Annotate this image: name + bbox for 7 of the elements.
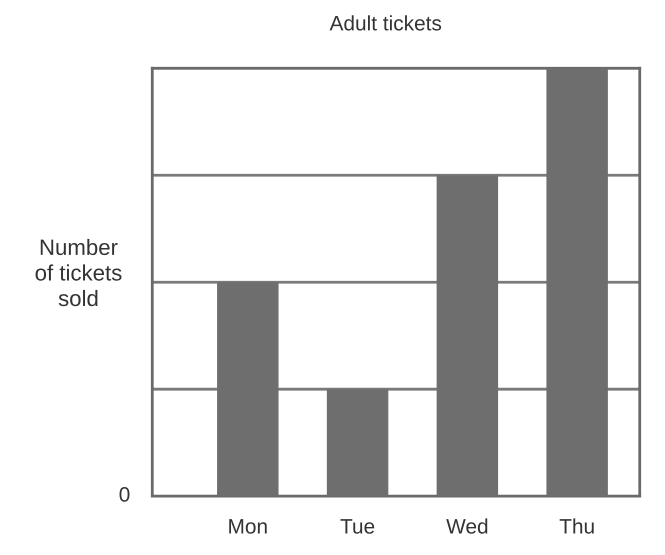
x-tick-label: Mon (229, 519, 267, 534)
x-tick-label: Thu (560, 518, 594, 534)
x-tick-label: Tue (340, 519, 374, 534)
y-axis-title: Number of tickets sold (36, 238, 122, 306)
x-tick-label: Wed (446, 518, 488, 534)
text: 0 (120, 487, 130, 502)
chart-title: Adult tickets (330, 15, 442, 31)
